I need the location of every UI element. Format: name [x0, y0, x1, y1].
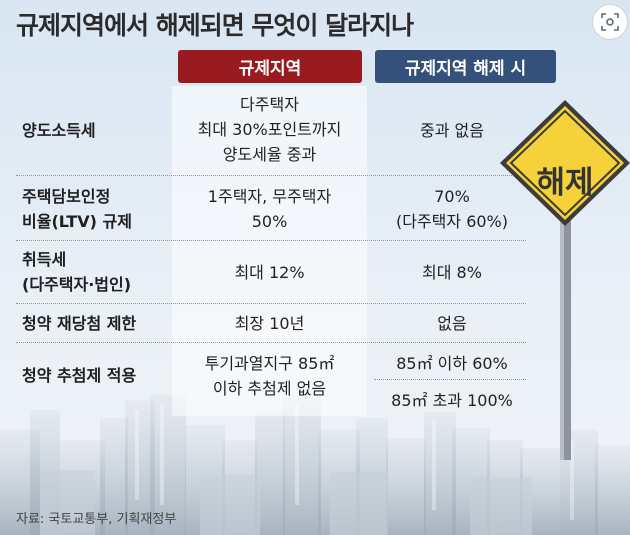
row-label-rewin-limit: 청약 재당첨 제한	[22, 314, 137, 333]
row-label-acquisition-tax: 취득세 (다주택자·법인)	[22, 250, 132, 294]
row-divider	[16, 175, 526, 176]
release-road-sign: 해제	[500, 100, 630, 460]
row-label-lottery: 청약 추첨제 적용	[22, 366, 137, 385]
row-divider	[16, 342, 526, 343]
page-title: 규제지역에서 해제되면 무엇이 달라지나	[16, 11, 414, 40]
cell-released-ltv: 70% (다주택자 60%)	[395, 187, 508, 231]
row-label-capital-gains: 양도소득세	[22, 121, 96, 140]
cell-regulated-acquisition-tax: 최대 12%	[234, 263, 305, 282]
cell-regulated-capital-gains: 다주택자 최대 30%포인트까지 양도세율 중과	[197, 95, 342, 164]
cell-released-capital-gains: 중과 없음	[420, 121, 484, 140]
cell-released-lottery-large: 85㎡ 초과 100%	[391, 391, 513, 410]
cell-divider	[374, 379, 526, 380]
row-label-ltv: 주택담보인정 비율(LTV) 규제	[22, 187, 132, 231]
cell-regulated-ltv: 1주택자, 무주택자 50%	[207, 187, 332, 231]
regulated-column-highlight	[172, 86, 367, 416]
sign-text: 해제	[536, 165, 594, 201]
lens-icon[interactable]	[592, 4, 628, 40]
cell-regulated-lottery: 투기과열지구 85㎡ 이하 추첨제 없음	[204, 354, 335, 398]
cell-released-rewin-limit: 없음	[437, 314, 467, 333]
cell-released-acquisition-tax: 최대 8%	[422, 263, 482, 282]
row-divider	[16, 303, 526, 304]
row-divider	[16, 240, 526, 241]
cell-released-lottery-small: 85㎡ 이하 60%	[396, 354, 508, 373]
source-note: 자료: 국토교통부, 기획재정부	[16, 512, 177, 527]
cell-regulated-rewin-limit: 최장 10년	[234, 314, 305, 333]
header-released: 규제지역 해제 시	[375, 50, 556, 83]
header-regulated: 규제지역	[178, 50, 362, 83]
